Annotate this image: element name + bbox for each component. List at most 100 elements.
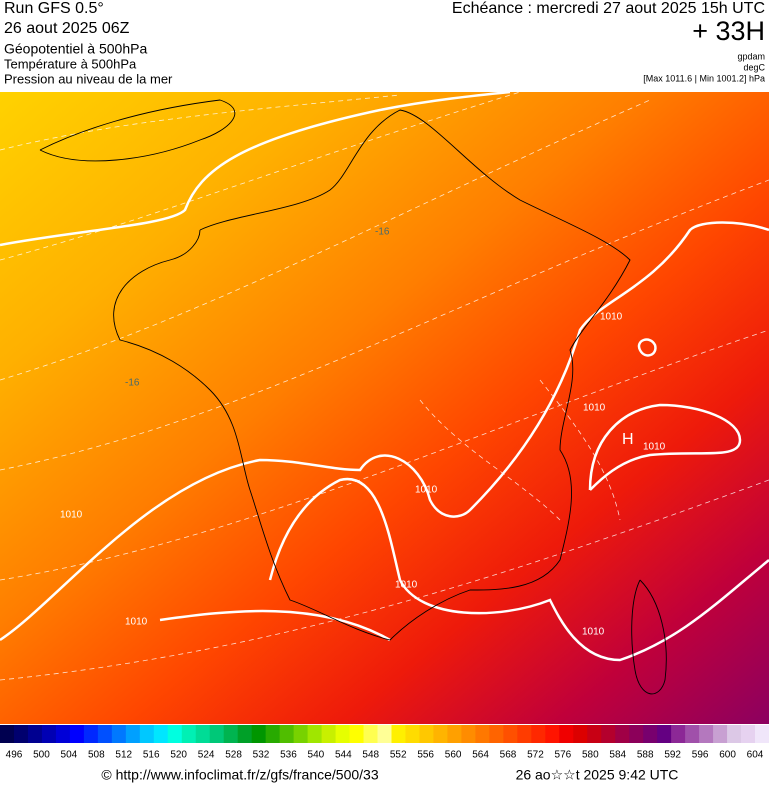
colorbar-swatch	[531, 725, 546, 743]
colorbar-swatch	[741, 725, 756, 743]
colorbar-swatch	[601, 725, 616, 743]
colorbar-swatch	[153, 725, 169, 743]
colorbar-swatch	[321, 725, 337, 743]
colorbar-swatch	[97, 725, 113, 743]
colorbar-swatch	[139, 725, 155, 743]
colorbar-swatch	[405, 725, 420, 743]
lead-time: + 33H	[692, 16, 765, 46]
contour-label: 1010	[600, 312, 623, 323]
colorbar-swatch	[685, 725, 700, 743]
isotherms	[0, 91, 769, 681]
colorbar-label: 604	[747, 750, 764, 761]
high-pressure-marker: H	[622, 431, 634, 448]
colorbar-swatch	[293, 725, 309, 743]
colorbar-swatch	[69, 725, 85, 743]
colorbar-label: 504	[61, 750, 78, 761]
colorbar-swatch	[671, 725, 686, 743]
contour-label: 1010	[415, 485, 438, 496]
colorbar-label: 500	[33, 750, 50, 761]
colorbar-label: 576	[555, 750, 572, 761]
isobars	[0, 90, 769, 662]
colorbar-swatch	[279, 725, 295, 743]
colorbar-swatch	[195, 725, 211, 743]
colorbar-label: 564	[472, 750, 489, 761]
pressure-range: [Max 1011.6 | Min 1001.2] hPa	[643, 73, 765, 83]
colorbar-label: 520	[170, 750, 187, 761]
colorbar-swatch	[83, 725, 99, 743]
colorbar-swatch	[657, 725, 672, 743]
colorbar-swatch	[41, 725, 57, 743]
colorbar-label: 536	[280, 750, 297, 761]
run: Run GFS 0.5°	[4, 0, 104, 17]
generated-time: 26 ao☆☆t 2025 9:42 UTC	[516, 767, 679, 783]
valid-time: Echéance : mercredi 27 aout 2025 15h UTC	[452, 0, 765, 17]
colorbar-label: 548	[362, 750, 379, 761]
colorbar-swatch	[363, 725, 379, 743]
colorbar-label: 600	[719, 750, 736, 761]
colorbar-swatch	[629, 725, 644, 743]
colorbar-swatch	[461, 725, 476, 743]
run-date: 26 aout 2025 06Z	[4, 20, 130, 37]
colorbar-label: 568	[500, 750, 517, 761]
colorbar-swatch	[573, 725, 588, 743]
colorbar-label: 524	[198, 750, 215, 761]
colorbar-label: 580	[582, 750, 599, 761]
colorbar-swatch	[475, 725, 490, 743]
colorbar-swatch	[13, 725, 29, 743]
colorbar-swatch	[433, 725, 448, 743]
colorbar-swatch	[181, 725, 197, 743]
colorbar-swatch	[517, 725, 532, 743]
colorbar-swatch	[307, 725, 323, 743]
colorbar-swatch	[503, 725, 518, 743]
colorbar-swatch	[615, 725, 630, 743]
colorbar-label: 556	[417, 750, 434, 761]
colorbar-label: 508	[88, 750, 105, 761]
colorbar-label: 496	[6, 750, 23, 761]
contour-label: 1010	[125, 617, 148, 628]
contour-label: -16	[375, 227, 390, 238]
contour-label: 1010	[60, 510, 83, 521]
colorbar-label: 532	[253, 750, 270, 761]
colorbar-swatch	[265, 725, 281, 743]
unit: degC	[743, 62, 765, 72]
colorbar-swatch	[699, 725, 714, 743]
colorbar-label: 544	[335, 750, 352, 761]
colorbar-swatch	[377, 725, 392, 743]
colorbar-swatch	[545, 725, 560, 743]
contour-label: -16	[125, 378, 140, 389]
colorbar-swatch	[0, 725, 15, 743]
colorbar-label: 584	[609, 750, 626, 761]
colorbar-swatch	[755, 725, 769, 743]
colorbar-swatch	[559, 725, 574, 743]
colorbar-swatch	[447, 725, 462, 743]
colorbar-swatch	[727, 725, 742, 743]
field: Géopotentiel à 500hPa	[4, 41, 147, 57]
colorbar-swatch	[223, 725, 239, 743]
contour-label: 1010	[395, 580, 418, 591]
colorbar-swatch	[419, 725, 434, 743]
colorbar-label: 516	[143, 750, 160, 761]
source-url: © http://www.infoclimat.fr/z/gfs/france/…	[101, 767, 378, 783]
unit: gpdam	[737, 51, 765, 61]
colorbar-swatch	[587, 725, 602, 743]
colorbar-label: 552	[390, 750, 407, 761]
map-background	[0, 92, 769, 724]
colorbar-swatch	[237, 725, 253, 743]
colorbar-swatch	[209, 725, 225, 743]
colorbar: 496 500 504 508 512 516 520 524 528 532 536 540 544 5…	[0, 725, 769, 761]
colorbar-swatch	[489, 725, 504, 743]
contour-label: 1010	[582, 627, 605, 638]
coastline	[39, 99, 667, 695]
contour-label: 1010	[583, 403, 606, 414]
colorbar-label: 560	[445, 750, 462, 761]
field: Température à 500hPa	[4, 56, 137, 71]
map-labels: 1010 1010 1010 1010 1010 1010 1010 1010 -16 -16 H	[60, 227, 666, 638]
colorbar-label: 528	[225, 750, 242, 761]
colorbar-label: 572	[527, 750, 544, 761]
colorbar-swatch	[251, 725, 267, 743]
colorbar-swatch	[111, 725, 127, 743]
colorbar-swatch	[349, 725, 365, 743]
colorbar-swatch	[643, 725, 658, 743]
colorbar-swatch	[335, 725, 351, 743]
